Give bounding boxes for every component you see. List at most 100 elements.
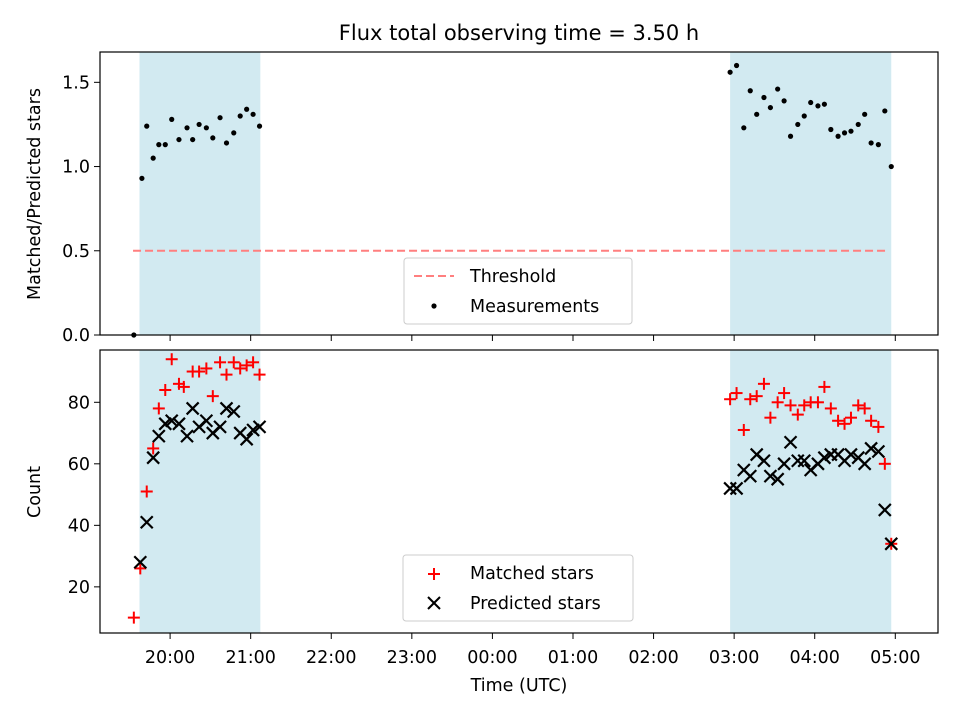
bottom-matched-stars-point [206, 390, 219, 403]
bottom-y-axis-label: Count [25, 466, 45, 518]
bottom-matched-stars-point [865, 414, 878, 427]
bottom-x-tick-label: 02:00 [628, 648, 678, 668]
bottom-matched-stars-point [832, 414, 845, 427]
top-measurements-point [882, 108, 888, 114]
top-measurements-point [250, 111, 256, 117]
legend-threshold-label: Threshold [469, 267, 556, 287]
top-axes-frame [99, 51, 939, 336]
bottom-predicted-stars-point [844, 447, 858, 462]
bottom-matched-stars-point [730, 387, 743, 400]
bottom-y-tick-label: 20 [68, 578, 90, 598]
bottom-predicted-stars-point [185, 401, 200, 416]
bottom-predicted-stars-point [729, 481, 744, 496]
bottom-shaded-region-0 [139, 350, 261, 633]
bottom-shaded-region-1 [730, 350, 892, 633]
bottom-predicted-stars-point [199, 413, 214, 428]
bottom-matched-stars-point [778, 387, 791, 400]
bottom-x-tick-label: 22:00 [306, 648, 356, 668]
bottom-predicted-stars-point [857, 457, 872, 471]
legend-measurements-label: Measurements [470, 297, 599, 317]
bottom-matched-stars-point [247, 356, 260, 369]
top-measurements-point [868, 140, 874, 146]
top-y-axis-label: Matched/Predicted stars [25, 88, 45, 300]
bottom-predicted-stars-point [871, 444, 886, 459]
bottom-matched-stars-point [784, 399, 797, 412]
bottom-matched-stars-point [177, 380, 190, 393]
top-measurements-point [747, 88, 753, 94]
bottom-matched-stars-point [152, 402, 165, 415]
bottom-y-tick-label: 40 [68, 516, 90, 536]
bottom-x-tick-label: 20:00 [145, 648, 195, 668]
bottom-matched-stars-point [240, 359, 253, 372]
top-measurements-point [741, 125, 747, 131]
bottom-matched-stars-point [872, 420, 885, 433]
top-measurements-point [795, 121, 801, 128]
top-y-tick-label: 1.5 [62, 73, 90, 93]
bottom-matched-stars-point [798, 399, 811, 412]
bottom-matched-stars-point [818, 380, 831, 393]
bottom-predicted-stars-point [213, 420, 227, 434]
top-measurements-point [217, 115, 223, 121]
bottom-matched-stars-point [791, 408, 804, 421]
bottom-predicted-stars-point [139, 515, 154, 530]
bottom-matched-stars-point [764, 411, 777, 424]
top-measurements-point [815, 103, 821, 109]
bottom-x-tick-label: 21:00 [225, 648, 275, 668]
bottom-x-tick-label: 23:00 [387, 648, 437, 668]
top-measurements-point [761, 94, 767, 101]
bottom-predicted-stars-point [219, 401, 234, 416]
bottom-matched-stars-point [127, 611, 140, 624]
bottom-predicted-stars-point [757, 453, 771, 468]
bottom-matched-stars-point [878, 457, 891, 470]
bottom-legend-box [402, 554, 634, 622]
legend-matched-swatch [428, 568, 440, 580]
bottom-predicted-stars-point [172, 417, 186, 431]
bottom-matched-stars-point [200, 362, 213, 375]
bottom-x-tick-label: 01:00 [548, 648, 598, 668]
top-measurements-point [203, 125, 209, 131]
top-measurements-point [190, 136, 196, 143]
bottom-matched-stars-point [220, 368, 233, 381]
bottom-predicted-stars-point [743, 469, 758, 483]
bottom-predicted-stars-point [164, 413, 179, 428]
top-measurements-point [841, 130, 848, 136]
bottom-predicted-stars-point [252, 420, 267, 434]
top-measurements-point [139, 175, 145, 181]
top-measurements-point [156, 142, 162, 148]
bottom-matched-stars-point [147, 442, 160, 455]
bottom-predicted-stars-point [180, 429, 194, 443]
legend-predicted-label: Predicted stars [470, 594, 601, 614]
top-y-tick-label: 0.0 [62, 326, 90, 346]
top-measurements-point [223, 140, 230, 146]
chart-title: Flux total observing time = 3.50 h [339, 21, 699, 45]
bottom-matched-stars-point [771, 396, 784, 409]
bottom-matched-stars-point [811, 396, 824, 409]
top-measurements-point [237, 113, 243, 119]
top-measurements-point [244, 106, 250, 112]
bottom-matched-stars-point [744, 393, 757, 406]
top-legend: Threshold Measurements [403, 257, 633, 325]
bottom-predicted-stars-point [152, 429, 166, 443]
bottom-predicted-stars-point [878, 503, 892, 517]
top-measurements-point [862, 111, 868, 117]
top-measurements-point [787, 133, 794, 139]
top-measurements-point [808, 99, 814, 106]
bottom-predicted-stars-point [797, 453, 812, 468]
bottom-matched-stars-point [858, 402, 871, 415]
top-measurements-point [256, 123, 263, 129]
top-measurements-point [184, 125, 190, 131]
top-measurements-point [150, 155, 156, 161]
x-axis-label: Time (UTC) [470, 676, 568, 696]
bottom-matched-stars-point [193, 365, 206, 378]
bottom-matched-stars-point [253, 368, 266, 381]
bottom-matched-stars-point [140, 485, 153, 498]
bottom-predicted-stars-point [133, 555, 148, 570]
bottom-matched-stars-point [214, 356, 227, 369]
bottom-matched-stars-point [838, 417, 851, 430]
top-y-tick-label: 1.0 [62, 158, 90, 178]
top-measurements-point [855, 121, 861, 128]
top-measurements-point [733, 62, 740, 69]
legend-predicted-swatch [427, 596, 441, 610]
bottom-predicted-stars-point [146, 450, 160, 465]
bottom-predicted-stars-point [864, 441, 878, 456]
